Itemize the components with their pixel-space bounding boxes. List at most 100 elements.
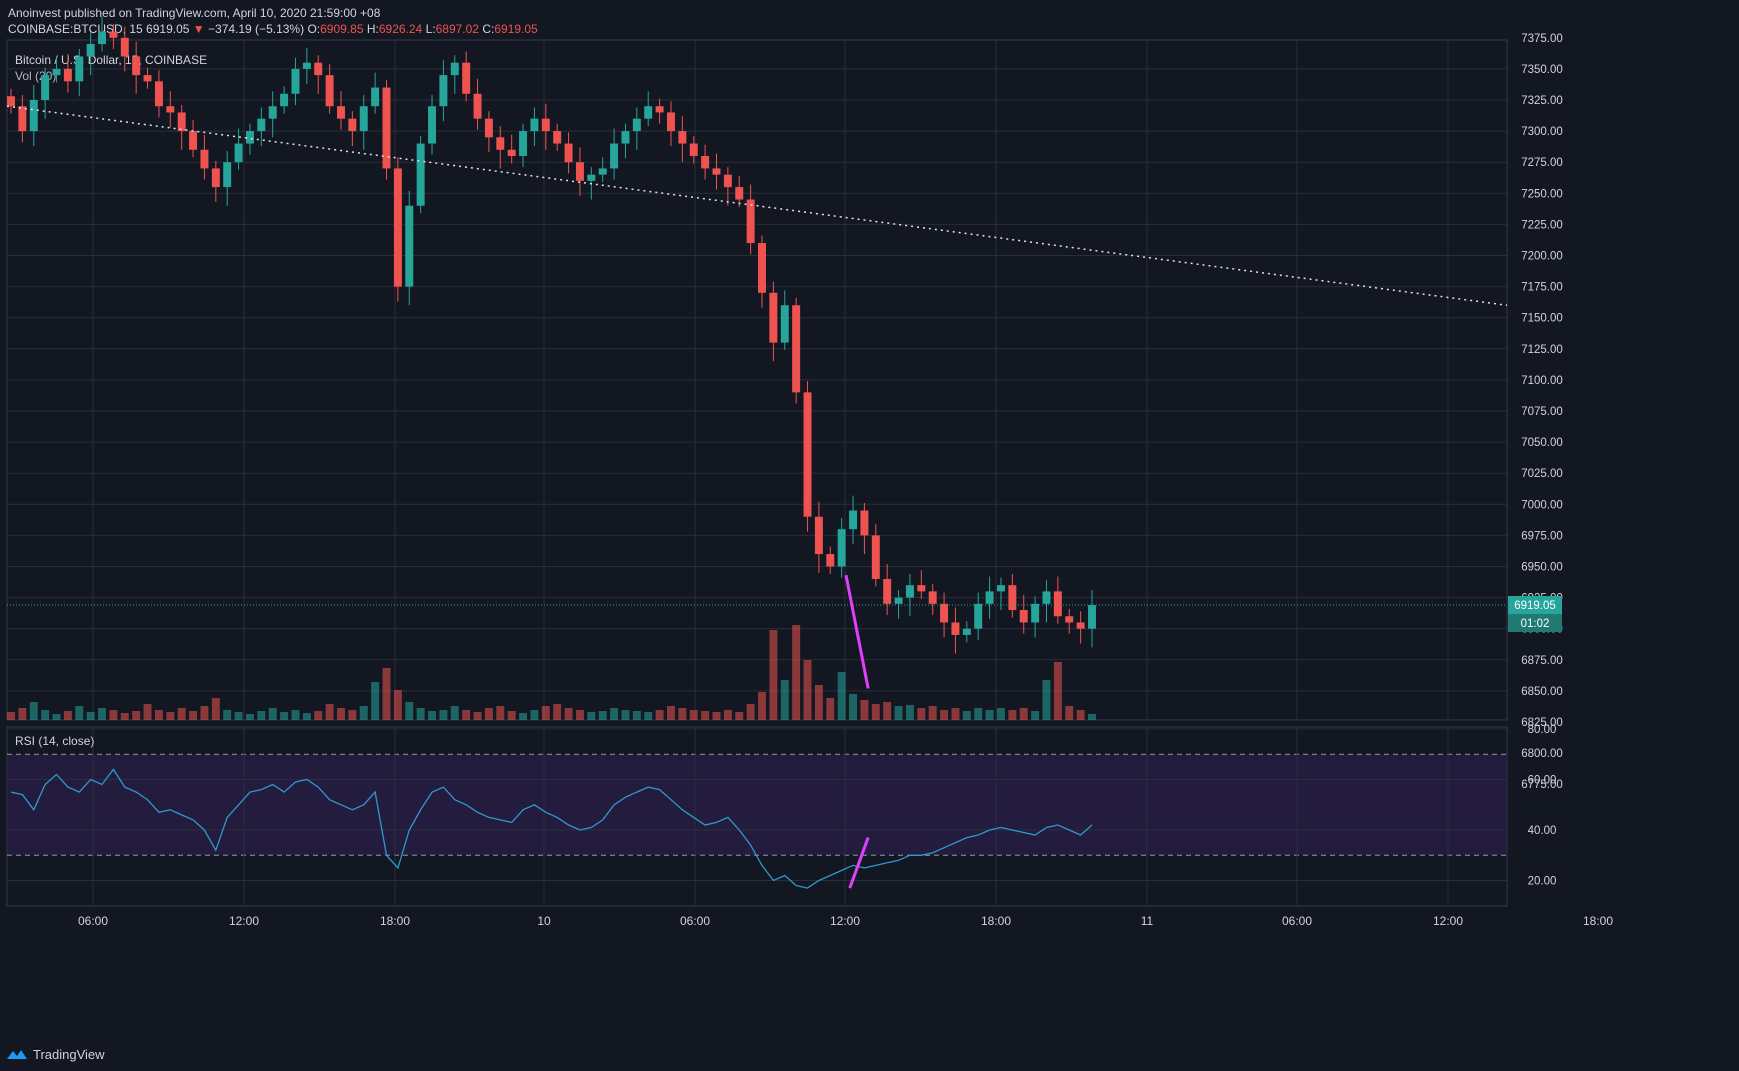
volume-bar	[291, 710, 300, 720]
price-change: −374.19 (−5.13%)	[208, 22, 305, 36]
volume-bar	[18, 708, 27, 720]
candle-body	[484, 118, 493, 138]
support-trendline	[844, 574, 870, 689]
candle-body	[223, 162, 232, 188]
candle-body	[780, 305, 789, 343]
close-value: 6919.05	[494, 22, 538, 36]
price-tick-label: 6975.00	[1521, 530, 1563, 542]
candle-body	[291, 68, 300, 94]
low-value: 6897.02	[435, 22, 479, 36]
candle-body	[951, 622, 960, 635]
volume-bar	[792, 625, 801, 720]
volume-bar	[655, 710, 664, 720]
volume-bar	[530, 710, 539, 720]
symbol[interactable]: COINBASE:BTCUSD, 15	[8, 22, 143, 36]
last-price-value: 6919.05	[1514, 600, 1556, 612]
candle-body	[928, 591, 937, 604]
candle-body	[314, 62, 323, 76]
price-tick-label: 7175.00	[1521, 282, 1563, 294]
candle-body	[564, 143, 573, 163]
volume-bar	[86, 712, 95, 720]
last-price-tag	[1508, 596, 1562, 615]
high-value: 6926.24	[378, 22, 423, 36]
candle-body	[1065, 616, 1074, 623]
candle-body	[245, 131, 254, 144]
footer: TradingView	[6, 1043, 105, 1065]
volume-bar	[917, 708, 926, 720]
price-tick-label: 7000.00	[1521, 499, 1563, 511]
candle-body	[189, 131, 198, 150]
volume-bar	[63, 711, 72, 720]
candle-body	[450, 62, 459, 76]
candle-body	[519, 131, 528, 156]
volume-label: Vol (20)	[15, 69, 56, 83]
candle-body	[1088, 605, 1096, 629]
countdown-value: 01:02	[1521, 618, 1550, 630]
volume-bar	[484, 708, 493, 720]
rsi-tick-label: 20.00	[1528, 876, 1557, 888]
candle-body	[735, 187, 744, 200]
volume-bar	[132, 711, 141, 720]
candle-body	[109, 31, 118, 38]
volume-bar	[860, 700, 869, 720]
dotted-trendline	[6, 105, 1508, 307]
chart-header: Anoinvest published on TradingView.com, …	[0, 0, 1739, 40]
volume-bar	[166, 712, 175, 720]
candle-body	[575, 162, 584, 181]
volume-bar	[154, 710, 163, 720]
x-tick-label: 06:00	[680, 914, 710, 928]
candle-body	[257, 118, 266, 132]
brand-name[interactable]: TradingView	[33, 1046, 105, 1062]
candle-body	[75, 56, 84, 82]
candle-body	[154, 81, 163, 107]
candle-body	[769, 292, 778, 343]
x-tick-label: 12:00	[1433, 914, 1463, 928]
candle-body	[678, 131, 687, 144]
candle-body	[962, 628, 971, 635]
candle-body	[416, 143, 425, 206]
price-tick-label: 7375.00	[1521, 33, 1563, 45]
candle-body	[348, 118, 357, 132]
volume-bar	[189, 711, 198, 720]
volume-bar	[109, 710, 118, 720]
volume-bar	[985, 710, 994, 720]
volume-bar	[610, 708, 619, 720]
candle-body	[120, 37, 129, 57]
candle-body	[41, 75, 50, 100]
price-tick-label: 7125.00	[1521, 344, 1563, 356]
candle-body	[598, 168, 607, 175]
candle-body	[302, 62, 311, 69]
volume-bar	[120, 713, 129, 720]
volume-bar	[746, 704, 755, 720]
volume-bar	[598, 711, 607, 720]
volume-bar	[519, 713, 528, 720]
price-tick-label: 7200.00	[1521, 251, 1563, 263]
last-price: 6919.05	[146, 22, 190, 36]
candle-body	[655, 106, 664, 113]
volume-bar	[52, 714, 61, 720]
volume-bar	[837, 672, 846, 720]
candle-body	[371, 87, 380, 107]
price-tick-label: 7250.00	[1521, 188, 1563, 200]
countdown-tag	[1508, 614, 1562, 633]
volume-bar	[211, 698, 220, 720]
volume-bar	[302, 713, 311, 720]
candle-body	[280, 93, 289, 107]
price-tick-label: 7050.00	[1521, 437, 1563, 449]
x-tick-label: 18:00	[981, 914, 1011, 928]
volume-bar	[1053, 662, 1062, 720]
volume-bar	[177, 708, 186, 720]
candle-body	[905, 585, 914, 598]
x-tick-label: 11	[1141, 914, 1154, 928]
volume-bar	[894, 706, 903, 720]
price-tick-label: 7300.00	[1521, 126, 1563, 138]
volume-bar	[962, 711, 971, 720]
volume-bar	[473, 712, 482, 720]
candle-body	[337, 106, 345, 119]
candle-body	[234, 143, 243, 163]
volume-bar	[1088, 714, 1096, 720]
price-tick-label: 6800.00	[1521, 748, 1563, 760]
volume-bar	[826, 698, 835, 720]
volume-bar	[621, 710, 630, 720]
